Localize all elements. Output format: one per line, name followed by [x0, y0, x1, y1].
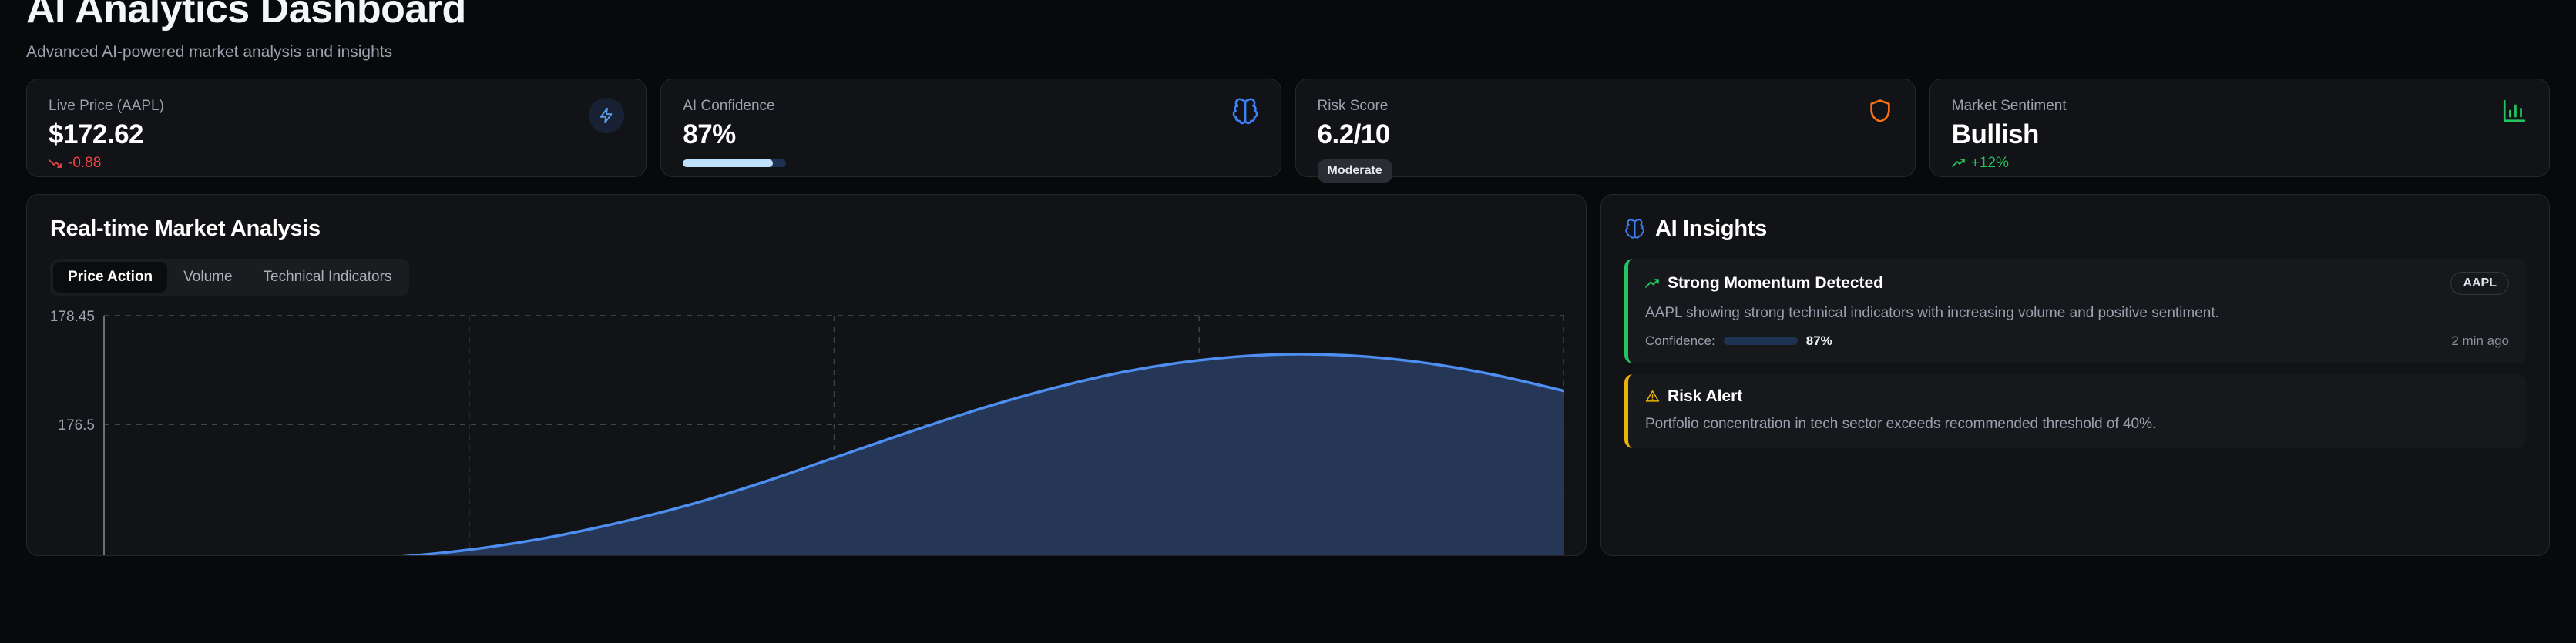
stat-card-market-sentiment[interactable]: Market Sentiment Bullish +12%	[1929, 79, 2550, 177]
insight-title: Strong Momentum Detected	[1668, 274, 1884, 292]
stat-value: Bullish	[1951, 119, 2040, 149]
ticker-badge: AAPL	[2450, 272, 2509, 295]
stat-delta: -0.88	[49, 155, 164, 172]
stat-value: $172.62	[49, 119, 144, 149]
insight-description: Portfolio concentration in tech sector e…	[1645, 415, 2157, 432]
status-badge: Moderate	[1317, 159, 1392, 183]
stat-card-content: Market Sentiment Bullish +12%	[1952, 98, 2067, 172]
stat-delta-value: +12%	[1970, 155, 2009, 171]
stat-icon-wrap	[589, 98, 625, 133]
panel-title-market-analysis: Real-time Market Analysis	[50, 216, 321, 241]
insight-timestamp: 2 min ago	[2451, 333, 2509, 348]
page-subtitle: Advanced AI-powered market analysis and …	[26, 43, 393, 61]
ai-insights-panel: AI Insights Strong Momentum Detected AAP…	[1600, 194, 2550, 556]
stat-delta: +12%	[1951, 155, 2067, 172]
insight-footer: Confidence: 87% 2 min ago	[1645, 333, 2509, 349]
confidence-value: 87%	[1805, 333, 1832, 348]
trending-down-icon	[49, 159, 62, 168]
bar-chart-icon	[2503, 99, 2526, 122]
warning-triangle-icon	[1645, 390, 1660, 402]
trending-up-icon	[1951, 159, 1965, 167]
insight-description: AAPL showing strong technical indicators…	[1645, 305, 2219, 321]
stat-delta-value: -0.88	[68, 155, 102, 171]
insight-header: Strong Momentum Detected AAPL	[1645, 272, 2509, 295]
stat-value: 87%	[683, 119, 736, 149]
confidence-progress-bar	[1723, 337, 1798, 346]
svg-text:176.5: 176.5	[58, 417, 95, 434]
insight-header: Risk Alert	[1645, 387, 2509, 406]
insight-card-risk-alert[interactable]: Risk Alert Portfolio concentration in te…	[1624, 373, 2526, 449]
stat-label: AI Confidence	[683, 98, 775, 114]
stats-row: Live Price (AAPL) $172.62 -0.88	[26, 79, 2550, 183]
analysis-tabs: Price Action Volume Technical Indicators	[50, 259, 410, 296]
shield-icon	[1870, 99, 1890, 122]
page-header: AI Analytics Dashboard Advanced AI-power…	[26, 0, 2550, 62]
stat-card-content: Risk Score 6.2/10 Moderate	[1317, 98, 1392, 183]
stat-icon-wrap	[2501, 98, 2527, 124]
insight-confidence: Confidence: 87%	[1645, 333, 1832, 349]
stat-icon-wrap	[1231, 98, 1259, 126]
stat-card-content: Live Price (AAPL) $172.62 -0.88	[49, 98, 164, 172]
main-content-row: Real-time Market Analysis Price Action V…	[26, 194, 2550, 556]
confidence-progress-bar	[683, 159, 787, 167]
stat-icon-wrap	[1867, 98, 1893, 124]
panel-title-ai-insights: AI Insights	[1655, 216, 1767, 241]
stat-card-live-price[interactable]: Live Price (AAPL) $172.62 -0.88	[26, 79, 647, 177]
stat-card-ai-confidence[interactable]: AI Confidence 87%	[660, 79, 1281, 177]
trending-up-icon	[1645, 278, 1659, 288]
brain-icon	[1232, 98, 1258, 125]
insight-title-wrap: Risk Alert	[1645, 387, 1742, 406]
svg-text:178.45: 178.45	[50, 310, 95, 325]
confidence-label: Confidence:	[1645, 333, 1715, 348]
stat-value: 6.2/10	[1317, 119, 1391, 149]
page-title: AI Analytics Dashboard	[26, 0, 466, 32]
tab-technical-indicators[interactable]: Technical Indicators	[263, 269, 392, 285]
stat-card-risk-score[interactable]: Risk Score 6.2/10 Moderate	[1295, 79, 1916, 183]
stat-label: Live Price (AAPL)	[49, 98, 164, 114]
stat-label: Market Sentiment	[1951, 98, 2067, 114]
tab-volume[interactable]: Volume	[183, 269, 233, 285]
stat-label: Risk Score	[1317, 98, 1389, 114]
insight-title-wrap: Strong Momentum Detected	[1645, 274, 1883, 293]
panel-header-ai-insights: AI Insights	[1624, 216, 2526, 242]
insight-title: Risk Alert	[1668, 387, 1743, 405]
price-action-chart[interactable]: 178.45 176.5	[50, 310, 1564, 555]
insight-card-momentum[interactable]: Strong Momentum Detected AAPL AAPL showi…	[1624, 259, 2526, 363]
lightning-bolt-icon	[589, 98, 625, 133]
confidence-progress-fill	[683, 159, 773, 167]
stat-card-content: AI Confidence 87%	[683, 98, 787, 167]
insights-list: Strong Momentum Detected AAPL AAPL showi…	[1624, 259, 2526, 449]
tab-price-action[interactable]: Price Action	[53, 262, 168, 293]
brain-icon	[1625, 219, 1644, 239]
market-analysis-panel: Real-time Market Analysis Price Action V…	[26, 194, 1587, 556]
chart-svg: 178.45 176.5	[50, 310, 1564, 555]
